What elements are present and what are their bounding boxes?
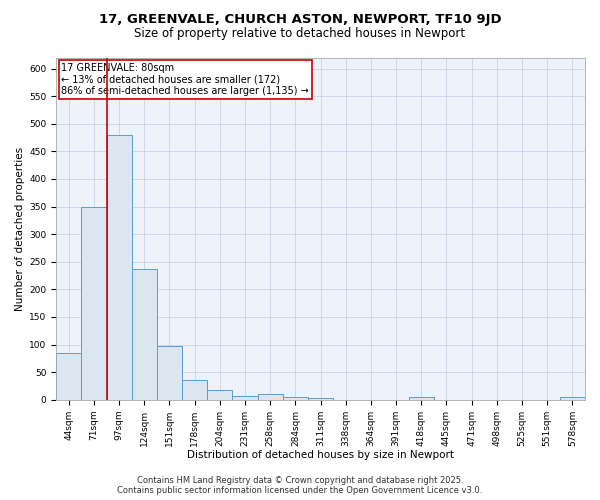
Bar [157, 346, 182, 400]
Text: Contains HM Land Registry data © Crown copyright and database right 2025.
Contai: Contains HM Land Registry data © Crown c… [118, 476, 482, 495]
Bar [560, 397, 585, 400]
Bar [409, 397, 434, 400]
Text: Size of property relative to detached houses in Newport: Size of property relative to detached ho… [134, 28, 466, 40]
Bar [257, 394, 283, 400]
Bar [107, 135, 131, 400]
Bar [131, 269, 157, 400]
Y-axis label: Number of detached properties: Number of detached properties [15, 146, 25, 310]
Bar [56, 353, 82, 400]
Bar [283, 397, 308, 400]
X-axis label: Distribution of detached houses by size in Newport: Distribution of detached houses by size … [187, 450, 454, 460]
Bar [182, 380, 207, 400]
Bar [82, 206, 107, 400]
Bar [207, 390, 232, 400]
Text: 17, GREENVALE, CHURCH ASTON, NEWPORT, TF10 9JD: 17, GREENVALE, CHURCH ASTON, NEWPORT, TF… [98, 12, 502, 26]
Bar [308, 398, 333, 400]
Bar [232, 396, 257, 400]
Text: 17 GREENVALE: 80sqm
← 13% of detached houses are smaller (172)
86% of semi-detac: 17 GREENVALE: 80sqm ← 13% of detached ho… [61, 62, 309, 96]
